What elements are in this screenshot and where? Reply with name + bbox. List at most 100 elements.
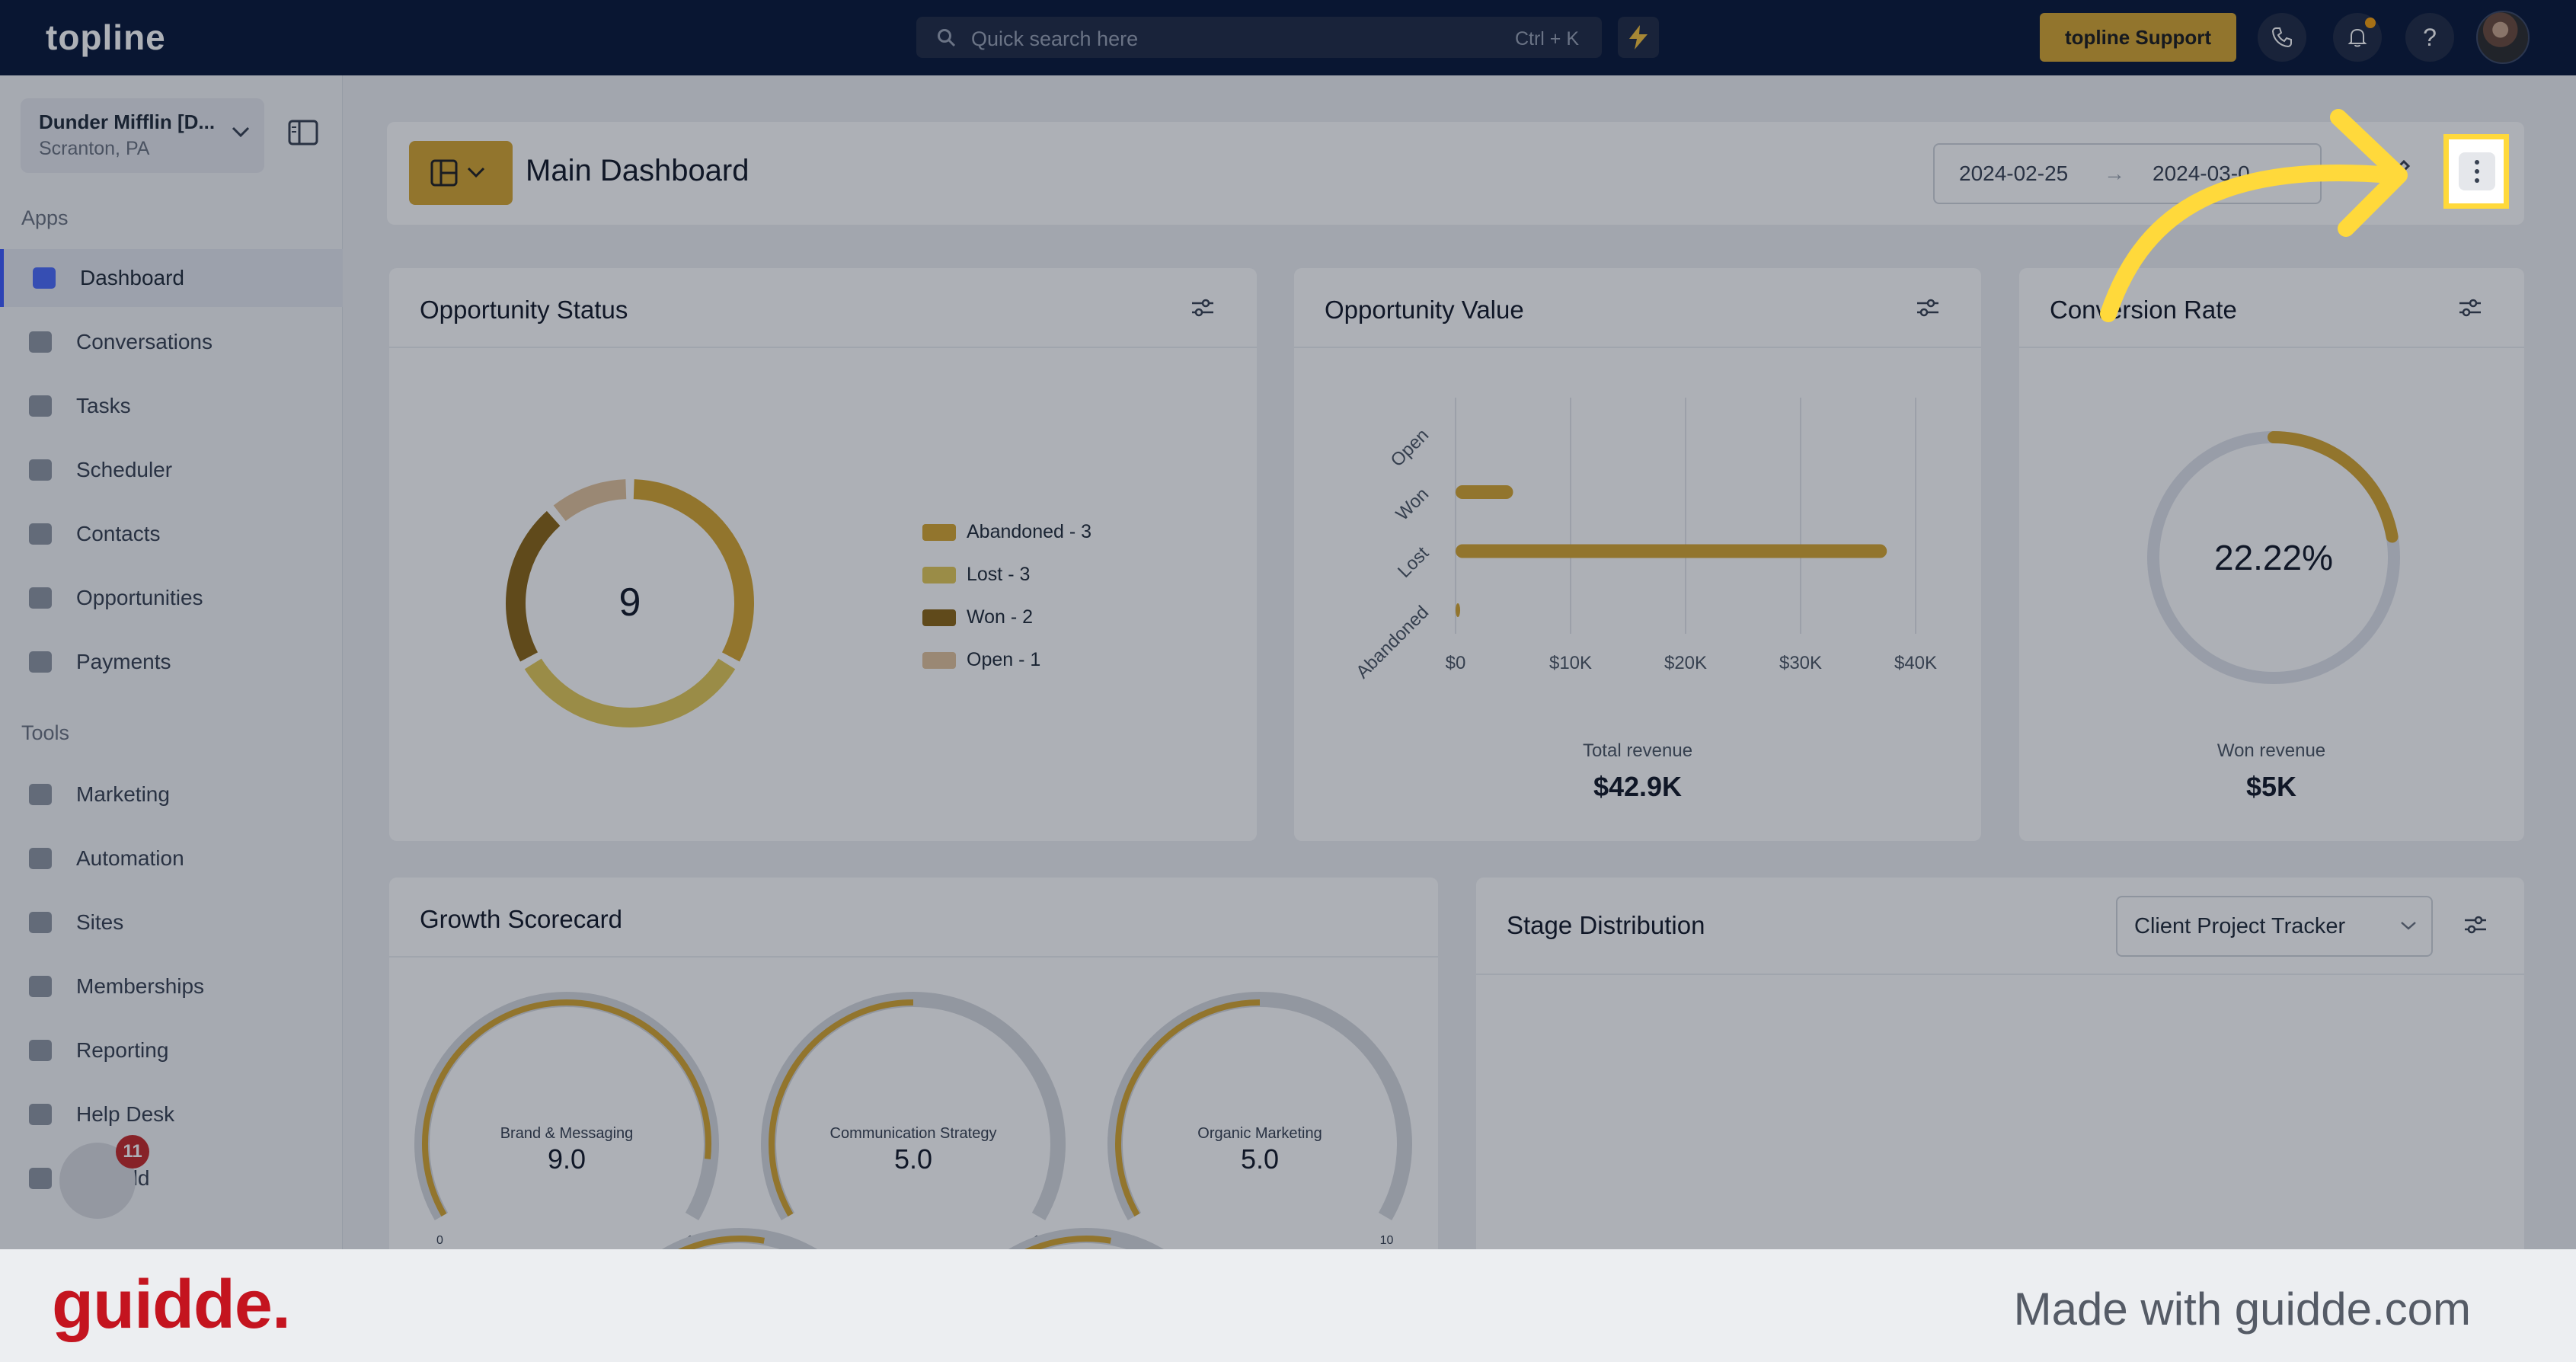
sidebar-item-marketing[interactable]: Marketing xyxy=(0,766,343,823)
opportunity-value-card: Opportunity Value $0 $10K $20K $30K $40K Open… xyxy=(1294,268,1981,841)
legend-swatch xyxy=(922,609,956,626)
gauge-progress[interactable] xyxy=(422,999,711,1217)
filter-icon[interactable] xyxy=(2458,297,2482,318)
assistant-launcher[interactable]: 11 xyxy=(59,1135,149,1219)
top-bar: topline Quick search here Ctrl + K topli… xyxy=(0,0,2576,75)
sidebar-item-label: Opportunities xyxy=(76,586,203,609)
sidebar-item-label: Help Desk xyxy=(76,1102,175,1126)
kebab-menu-icon xyxy=(2475,178,2479,183)
more-options-highlight-top xyxy=(2443,134,2509,209)
card-divider xyxy=(1476,974,2524,975)
apps-section-label: Apps xyxy=(21,206,69,229)
donut-slice-open[interactable] xyxy=(553,479,627,522)
legend-swatch xyxy=(922,524,956,541)
layout-icon xyxy=(430,159,485,187)
app-logo[interactable]: topline xyxy=(46,18,166,57)
card-icon xyxy=(29,651,52,673)
page-title: Main Dashboard xyxy=(526,154,749,187)
donut-slice-lost[interactable] xyxy=(524,658,736,727)
start-date: 2024-02-25 xyxy=(1959,161,2069,185)
card-divider xyxy=(1294,347,1981,348)
calendar-icon xyxy=(29,459,52,481)
sidebar-item-scheduler[interactable]: Scheduler xyxy=(0,441,343,499)
gauge-max-label: 10 xyxy=(1380,1234,1394,1247)
card-divider xyxy=(389,956,1438,958)
gauge-value: 9.0 xyxy=(548,1143,586,1175)
card-title: Opportunity Status xyxy=(420,296,628,324)
gauge-label: Brand & Messaging xyxy=(500,1125,634,1142)
user-avatar[interactable] xyxy=(2476,11,2530,64)
y-category-label: Won xyxy=(1392,484,1433,525)
donut-center-total: 9 xyxy=(619,580,641,625)
y-category-label: Lost xyxy=(1394,542,1433,581)
more-options-button-highlighted[interactable] xyxy=(2459,152,2495,190)
phone-button[interactable] xyxy=(2258,13,2306,62)
donut-slice-won[interactable] xyxy=(506,510,561,662)
conversion-rate-value: 22.22% xyxy=(2214,538,2333,577)
footer-banner: guidde. Made with guidde.com xyxy=(0,1249,2576,1362)
opportunity-status-card: Opportunity Status 9 Abandoned - 3 Lost … xyxy=(389,268,1257,841)
filter-icon[interactable] xyxy=(1916,297,1940,318)
conversion-ring-chart: 22.22% xyxy=(2147,431,2400,684)
chat-icon xyxy=(29,331,52,353)
support-button[interactable]: topline Support xyxy=(2040,13,2236,62)
x-tick-label: $20K xyxy=(1664,653,1707,673)
bar-won[interactable] xyxy=(1456,485,1513,499)
sidebar-item-label: Memberships xyxy=(76,974,205,998)
sidebar-item-automation[interactable]: Automation xyxy=(0,830,343,887)
search-placeholder: Quick search here xyxy=(971,27,1139,50)
x-tick-label: $30K xyxy=(1779,653,1822,673)
sidebar-item-help-desk[interactable]: Help Desk xyxy=(0,1085,343,1143)
sidebar-item-contacts[interactable]: Contacts xyxy=(0,505,343,563)
unread-badge: 11 xyxy=(116,1135,149,1169)
card-divider xyxy=(2019,347,2524,348)
sidebar-item-label: Dashboard xyxy=(80,266,184,289)
mail-icon xyxy=(29,1168,52,1189)
bar-abandoned[interactable] xyxy=(1456,603,1461,617)
card-title: Stage Distribution xyxy=(1507,911,1705,939)
y-category-label: Abandoned xyxy=(1352,602,1433,683)
gauge-label: Organic Marketing xyxy=(1197,1125,1322,1142)
help-button[interactable]: ? xyxy=(2405,13,2454,62)
ring-progress xyxy=(2268,431,2399,543)
card-divider xyxy=(389,347,1257,348)
chevron-down-icon xyxy=(232,126,250,138)
sidebar-item-tasks[interactable]: Tasks xyxy=(0,377,343,435)
sidebar-item-sites[interactable]: Sites xyxy=(0,894,343,951)
search-shortcut: Ctrl + K xyxy=(1514,28,1579,50)
pipeline-select[interactable]: Client Project Tracker xyxy=(2116,896,2433,957)
sidebar-item-label: Payments xyxy=(76,650,171,673)
sidebar-item-dashboard[interactable]: Dashboard xyxy=(0,249,343,307)
sidebar-item-mailfold[interactable]: Mailfold xyxy=(0,1149,343,1207)
sidebar-collapse-icon[interactable] xyxy=(288,120,318,145)
x-tick-label: $40K xyxy=(1894,653,1937,673)
filter-icon[interactable] xyxy=(1191,297,1215,318)
sidebar-item-label: Scheduler xyxy=(76,458,173,481)
tutorial-arrow-icon xyxy=(2100,109,2408,322)
gauge-progress[interactable] xyxy=(769,999,914,1217)
gauge-track xyxy=(761,992,1066,1220)
gauge-progress[interactable] xyxy=(1115,999,1261,1217)
account-location: Scranton, PA xyxy=(39,138,150,159)
sidebar-item-opportunities[interactable]: Opportunities xyxy=(0,569,343,627)
notifications-button[interactable] xyxy=(2333,13,2382,62)
sidebar-item-memberships[interactable]: Memberships xyxy=(0,958,343,1015)
sidebar-item-label: Reporting xyxy=(76,1038,169,1062)
opportunity-value-bar-chart: $0 $10K $20K $30K $40K Open Won Lost Abandoned xyxy=(1352,398,1937,683)
legend-label: Lost - 3 xyxy=(967,564,1031,585)
sidebar-item-reporting[interactable]: Reporting xyxy=(0,1021,343,1079)
x-tick-label: $0 xyxy=(1446,653,1466,673)
quick-actions-button[interactable] xyxy=(1618,17,1659,58)
search-input[interactable]: Quick search here Ctrl + K xyxy=(916,17,1602,58)
gears-icon xyxy=(29,848,52,869)
account-switcher[interactable]: Dunder Mifflin [D... Scranton, PA xyxy=(21,98,264,173)
sidebar-item-conversations[interactable]: Conversations xyxy=(0,313,343,371)
filter-icon[interactable] xyxy=(2463,914,2488,935)
donut-slice-abandoned[interactable] xyxy=(633,479,754,662)
arrow-right-icon: → xyxy=(2104,161,2125,185)
bar-lost[interactable] xyxy=(1456,544,1887,558)
dashboard-switcher-button[interactable] xyxy=(409,141,513,205)
legend-label: Abandoned - 3 xyxy=(967,521,1092,542)
sidebar-item-payments[interactable]: Payments xyxy=(0,633,343,691)
legend-label: Open - 1 xyxy=(967,649,1041,670)
